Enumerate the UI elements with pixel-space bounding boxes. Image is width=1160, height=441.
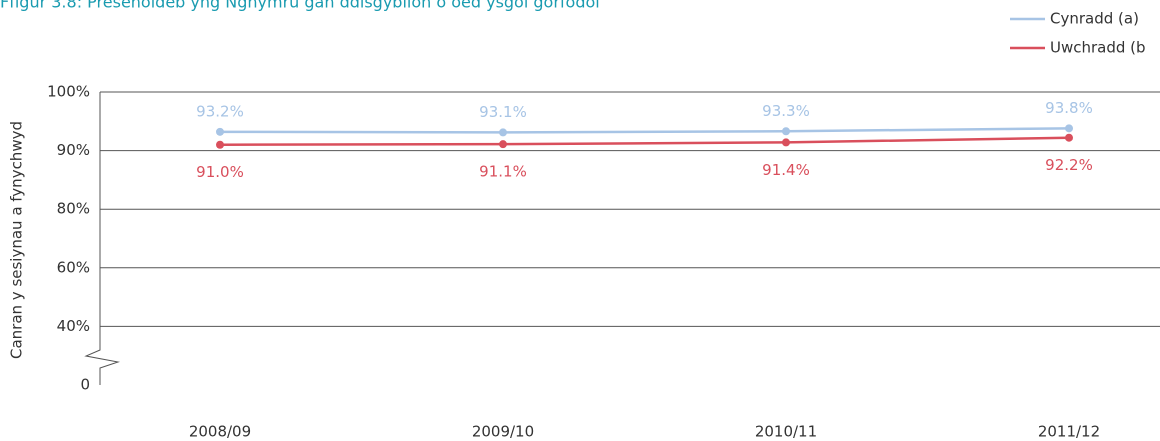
data-label: 91.4%	[762, 161, 810, 179]
y-axis-label: Canran y sesiynau a fynychwyd	[8, 121, 26, 359]
data-label: 93.3%	[762, 102, 810, 120]
series-line	[219, 136, 1070, 146]
x-tick-label: 2008/09	[189, 423, 251, 441]
data-point	[216, 140, 224, 149]
chart-title: Ffigur 3.8: Presenoldeb yng Nghymru gan …	[0, 0, 600, 12]
x-tick-label: 2011/12	[1038, 423, 1100, 441]
series-line	[219, 127, 1070, 134]
y-tick-label: 80%	[57, 200, 90, 218]
x-tick-label: 2009/10	[472, 423, 534, 441]
legend-label: Uwchradd (b	[1050, 39, 1146, 57]
data-point	[499, 140, 507, 149]
data-point	[499, 128, 507, 137]
data-label: 93.1%	[479, 103, 527, 121]
data-point	[782, 127, 790, 136]
y-tick-label: 40%	[57, 317, 90, 335]
data-label: 93.2%	[196, 102, 244, 120]
data-label: 92.2%	[1045, 156, 1093, 174]
y-tick-label: 60%	[57, 258, 90, 276]
y-tick-label: 90%	[57, 141, 90, 159]
data-point	[782, 138, 790, 147]
data-label: 91.0%	[196, 163, 244, 181]
data-point	[1065, 133, 1073, 142]
data-label: 91.1%	[479, 163, 527, 181]
y-tick-label: 100%	[47, 83, 90, 101]
data-point	[1065, 124, 1073, 133]
data-point	[216, 127, 224, 136]
data-label: 93.8%	[1045, 99, 1093, 117]
x-tick-label: 2010/11	[755, 423, 817, 441]
y-tick-label: 0	[80, 376, 90, 394]
axis-break	[84, 340, 120, 385]
legend-label: Cynradd (a)	[1050, 10, 1139, 28]
